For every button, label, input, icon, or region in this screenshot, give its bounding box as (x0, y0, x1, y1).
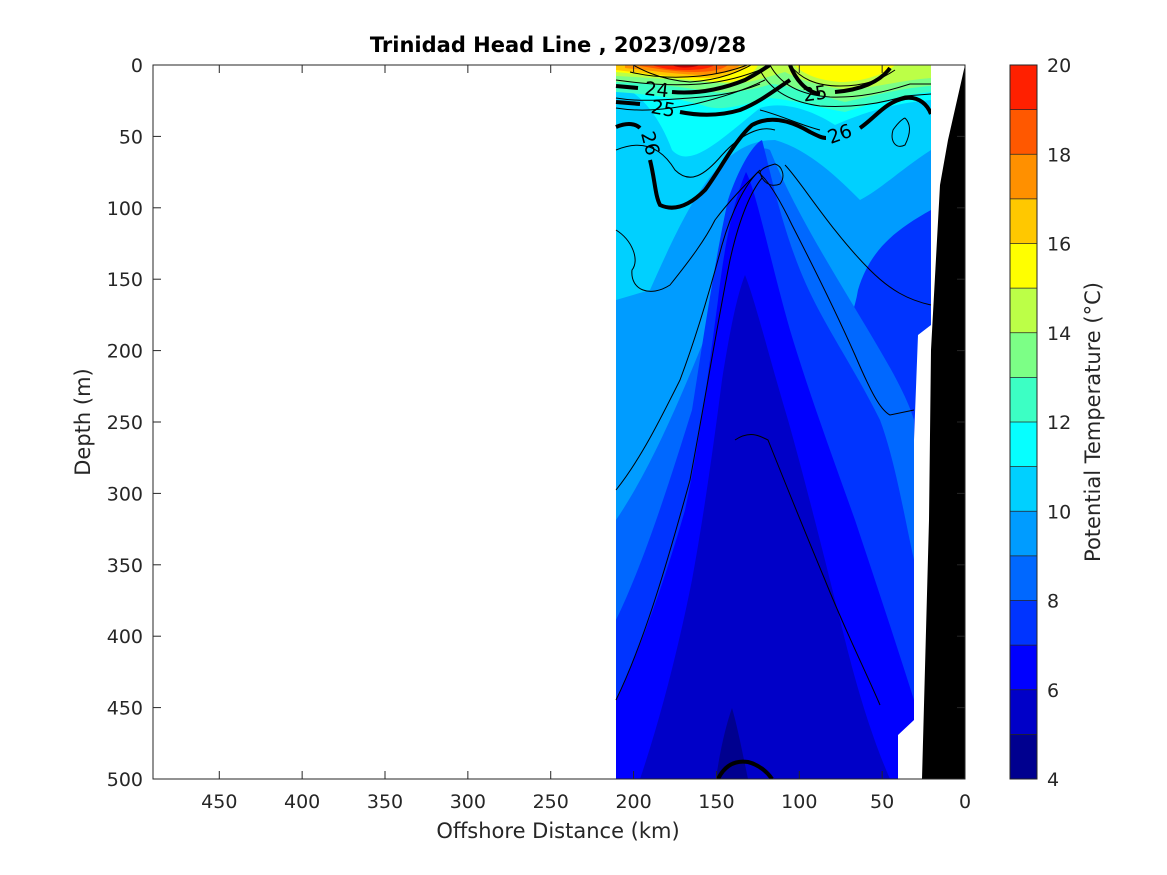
isotherm-line (734, 434, 881, 706)
colorbar-swatch (1010, 511, 1037, 556)
isotherm-line (759, 163, 784, 186)
colorbar-swatch (1010, 689, 1037, 735)
colorbar-tick-label: 18 (1047, 144, 1071, 166)
x-tick-label: 150 (698, 791, 734, 813)
y-tick-label: 400 (107, 626, 143, 648)
colorbar-swatch (1010, 243, 1037, 289)
colorbar-tick-label: 10 (1047, 501, 1071, 523)
colorbar-tick-label: 4 (1047, 769, 1059, 791)
x-tick-label: 350 (367, 791, 403, 813)
colorbar-swatch (1010, 422, 1037, 467)
band-5-6 (640, 275, 890, 779)
y-tick-label: 450 (107, 698, 143, 720)
density-contours (615, 65, 933, 779)
colorbar-swatch (1010, 288, 1037, 333)
y-tick-label: 250 (107, 412, 143, 434)
y-tick-label: 200 (107, 341, 143, 363)
isopycnal-26-right (858, 95, 933, 130)
colorbar-swatch (1010, 154, 1037, 199)
colorbar: 4 6 8 10 12 14 16 18 20 (1009, 55, 1071, 791)
temperature-contour-lines (615, 65, 932, 706)
coast-mask (898, 65, 965, 779)
y-tick-label: 350 (107, 555, 143, 577)
isotherm-line (615, 79, 766, 111)
isotherm-line (759, 109, 821, 131)
band-15-16-right (795, 65, 895, 82)
colorbar-swatch (1010, 645, 1037, 690)
isotherm-line (615, 67, 766, 86)
isopycnal-25-left (615, 78, 792, 117)
colorbar-swatch (1010, 377, 1037, 422)
x-tick-label: 400 (284, 791, 320, 813)
y-axis: 0 50 100 150 200 250 300 350 400 450 500 (107, 55, 965, 791)
y-tick-label: 150 (107, 269, 143, 291)
y-tick-label: 100 (107, 198, 143, 220)
isotherm-line (759, 69, 932, 107)
contour-label: 24 (643, 78, 669, 102)
isotherm-line (784, 164, 932, 306)
isopycnal-24 (615, 65, 772, 95)
colorbar-title: Potential Temperature (°C) (1081, 282, 1105, 562)
colorbar-swatch (1010, 332, 1037, 378)
x-tick-label: 100 (781, 791, 817, 813)
y-tick-label: 500 (107, 769, 143, 791)
isotherm-line (769, 65, 931, 98)
plot-area: 24 25 25 26 26 450 400 350 300 250 200 150 100 5… (107, 55, 971, 813)
contour-label: 25 (649, 96, 677, 122)
x-axis-title: Offshore Distance (km) (436, 819, 679, 843)
x-axis: 450 400 350 300 250 200 150 100 50 0 (201, 65, 971, 813)
x-tick-label: 300 (450, 791, 486, 813)
y-tick-label: 0 (131, 55, 143, 77)
colorbar-swatch (1010, 109, 1037, 155)
isotherm-line (615, 169, 761, 292)
x-tick-label: 50 (870, 791, 894, 813)
x-tick-label: 200 (615, 791, 651, 813)
chart-title: Trinidad Head Line , 2023/09/28 (370, 33, 746, 57)
temperature-contour-fill (616, 65, 931, 779)
isopycnal-25-right (788, 65, 892, 96)
band-above-20 (672, 65, 700, 68)
colorbar-tick-label: 8 (1047, 591, 1059, 613)
isotherm-line (615, 128, 776, 178)
x-tick-label: 450 (201, 791, 237, 813)
colorbar-swatch (1010, 555, 1037, 601)
colorbar-swatch (1010, 734, 1037, 779)
colorbar-swatch (1010, 600, 1037, 646)
colorbar-tick-label: 14 (1047, 323, 1071, 345)
colorbar-swatch (1010, 466, 1037, 512)
isopycnal-deep (716, 759, 774, 779)
isopycnal-26-left (615, 117, 827, 210)
isotherm-line (631, 65, 753, 83)
colorbar-swatch (1010, 65, 1037, 110)
no-data-mask (898, 65, 965, 779)
y-axis-title: Depth (m) (71, 368, 95, 475)
colorbar-tick-label: 12 (1047, 412, 1071, 434)
band-19-20 (652, 65, 715, 70)
bathymetry-shelf (922, 65, 965, 779)
colorbar-tick-label: 6 (1047, 680, 1059, 702)
x-tick-label: 250 (533, 791, 569, 813)
colorbar-tick-label: 16 (1047, 234, 1071, 256)
y-tick-label: 300 (107, 483, 143, 505)
isotherm-line (615, 177, 763, 701)
contour-label: 25 (802, 81, 829, 106)
isotherm-line (891, 117, 910, 147)
colorbar-swatch (1010, 198, 1037, 244)
x-tick-label: 0 (959, 791, 971, 813)
isotherm-line (629, 65, 749, 78)
y-tick-label: 50 (119, 126, 143, 148)
colorbar-tick-label: 20 (1047, 55, 1071, 77)
